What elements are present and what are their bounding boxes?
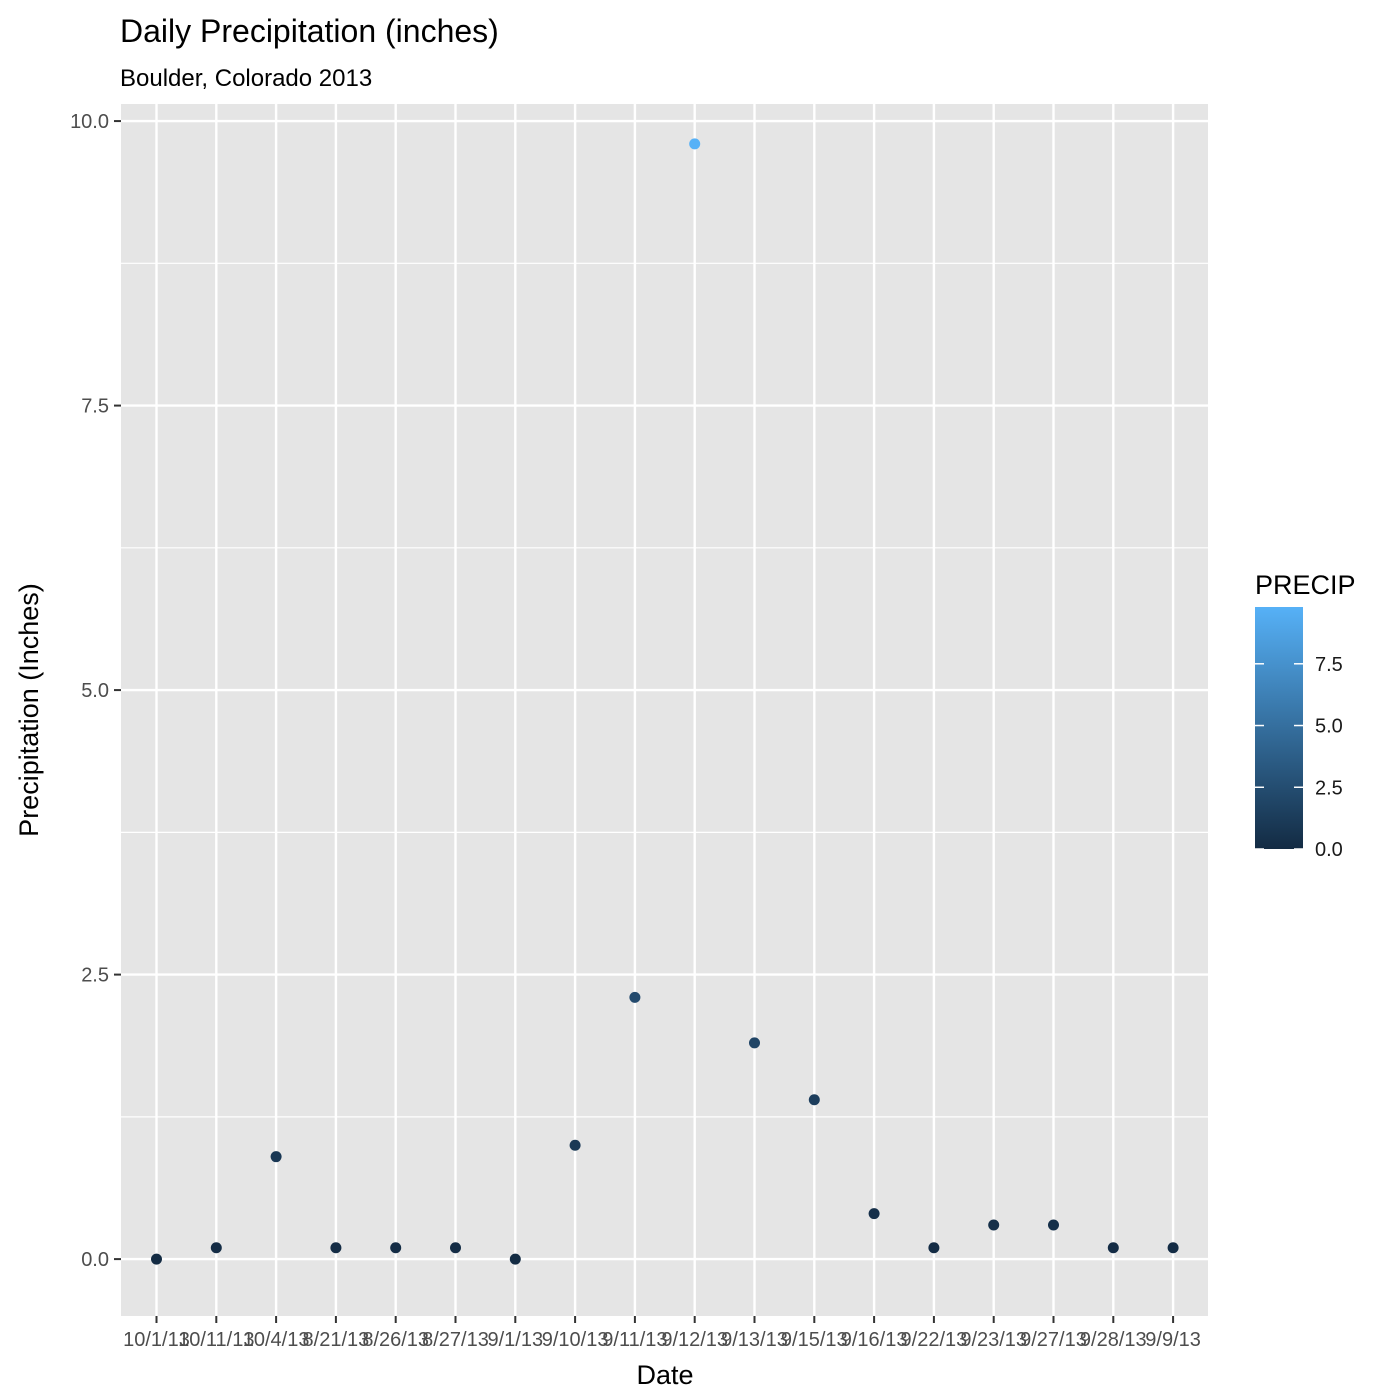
x-tick-label: 9/27/13 bbox=[1020, 1329, 1087, 1351]
x-tick-label: 10/4/13 bbox=[243, 1329, 310, 1351]
colorbar-ticks: 0.0 2.5 5.0 7.5 bbox=[1255, 654, 1343, 861]
plot-panel bbox=[121, 104, 1208, 1316]
colorbar-tick-label: 5.0 bbox=[1315, 716, 1343, 738]
major-gridlines bbox=[121, 104, 1208, 1316]
data-point bbox=[629, 991, 641, 1003]
x-tick-label: 9/28/13 bbox=[1080, 1329, 1147, 1351]
y-tick-label: 10.0 bbox=[70, 111, 109, 133]
data-point bbox=[808, 1094, 820, 1106]
y-tick-label: 5.0 bbox=[81, 680, 109, 702]
data-point bbox=[151, 1253, 162, 1265]
colorbar-tick-label: 2.5 bbox=[1315, 777, 1343, 799]
data-point bbox=[988, 1219, 1000, 1231]
y-tick-label: 2.5 bbox=[81, 965, 109, 987]
colorbar-tick-label: 0.0 bbox=[1315, 839, 1343, 861]
x-tick-label: 9/13/13 bbox=[721, 1329, 788, 1351]
data-point bbox=[390, 1242, 402, 1254]
data-point bbox=[689, 138, 701, 150]
x-tick-label: 8/21/13 bbox=[303, 1329, 370, 1351]
x-tick-label: 9/23/13 bbox=[960, 1329, 1027, 1351]
data-point bbox=[1167, 1242, 1179, 1254]
data-point bbox=[868, 1208, 880, 1220]
x-tick-label: 9/15/13 bbox=[781, 1329, 848, 1351]
data-point bbox=[569, 1139, 581, 1151]
x-axis-title: Date bbox=[636, 1360, 693, 1390]
data-point bbox=[210, 1242, 222, 1254]
y-tick-label: 0.0 bbox=[81, 1249, 109, 1271]
x-tick-label: 10/11/13 bbox=[178, 1329, 254, 1351]
x-tick-label: 9/22/13 bbox=[901, 1329, 968, 1351]
chart-title: Daily Precipitation (inches) bbox=[120, 13, 499, 49]
x-tick-label: 8/26/13 bbox=[362, 1329, 429, 1351]
data-point bbox=[270, 1151, 282, 1163]
chart-subtitle: Boulder, Colorado 2013 bbox=[120, 65, 372, 92]
data-point bbox=[330, 1242, 342, 1254]
x-tick-label: 9/1/13 bbox=[487, 1329, 543, 1351]
data-point bbox=[450, 1242, 461, 1254]
data-points bbox=[151, 138, 1179, 1265]
x-tick-label: 8/27/13 bbox=[422, 1329, 489, 1351]
data-point bbox=[928, 1242, 940, 1254]
y-axis-title: Precipitation (Inches) bbox=[14, 583, 44, 837]
x-tick-label: 9/12/13 bbox=[661, 1329, 728, 1351]
colorbar-tick-label: 7.5 bbox=[1315, 654, 1343, 676]
data-point bbox=[749, 1037, 760, 1049]
x-tick-label: 9/16/13 bbox=[841, 1329, 908, 1351]
y-axis-ticks: 0.0 2.5 5.0 7.5 10.0 bbox=[70, 111, 121, 1271]
x-tick-label: 10/1/13 bbox=[123, 1329, 190, 1351]
x-tick-label: 9/11/13 bbox=[602, 1329, 667, 1351]
minor-gridlines bbox=[121, 262, 1208, 1118]
data-point bbox=[1107, 1242, 1119, 1254]
x-tick-label: 9/10/13 bbox=[542, 1329, 609, 1351]
x-tick-label: 9/9/13 bbox=[1145, 1329, 1201, 1351]
data-point bbox=[509, 1253, 521, 1265]
legend-title: PRECIP bbox=[1255, 570, 1356, 600]
colorbar bbox=[1255, 607, 1303, 849]
color-legend: PRECIP 0.0 2.5 5.0 7.5 bbox=[1255, 570, 1356, 861]
data-point bbox=[1048, 1219, 1059, 1231]
y-tick-label: 7.5 bbox=[81, 396, 109, 418]
x-axis-ticks: 10/1/1310/11/1310/4/138/21/138/26/138/27… bbox=[123, 1316, 1201, 1351]
